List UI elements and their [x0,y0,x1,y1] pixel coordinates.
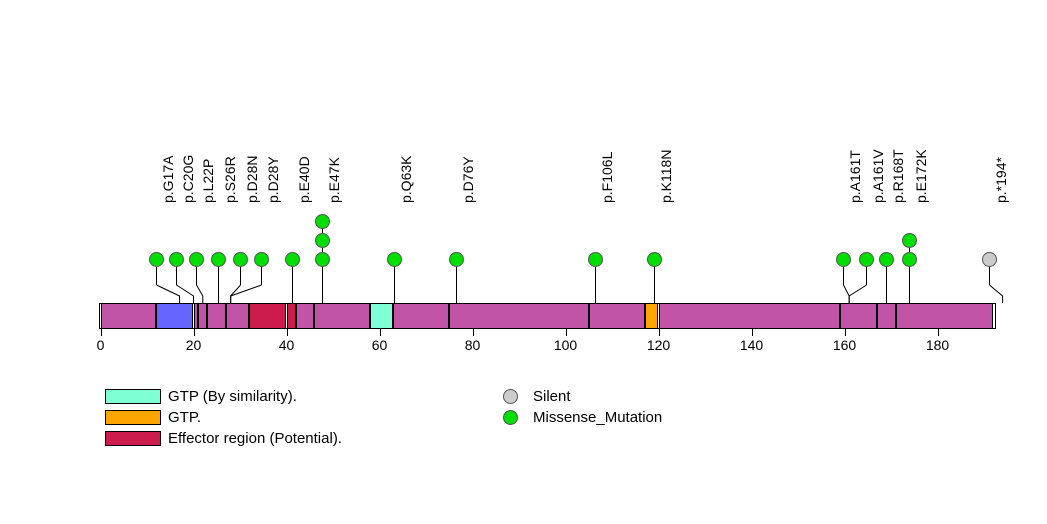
mutation-dot[interactable] [315,252,330,267]
mutation-dot[interactable] [902,233,917,248]
lollipop-stem [218,259,219,303]
legend-domain-swatch [105,389,161,404]
protein-segment [156,303,194,329]
axis-tick-label: 20 [185,337,202,353]
axis-tick [844,329,846,336]
legend-mutation-label: Silent [533,388,571,405]
axis-tick-label: 120 [646,337,671,353]
mutation-dot[interactable] [285,252,300,267]
lollipop-stem [989,259,990,285]
legend-mutation-label: Missense_Mutation [533,409,663,426]
lollipop-stem [156,259,157,285]
axis-tick [658,329,660,336]
lollipop-stem [394,259,395,303]
mutation-dot[interactable] [315,214,330,229]
axis-tick-label: 0 [96,337,105,353]
protein-segment [449,303,589,329]
axis-tick [193,329,195,336]
axis-tick [937,329,939,336]
mutation-dot[interactable] [982,252,997,267]
lollipop-stem [176,259,177,285]
lollipop-stem [654,259,655,303]
mutation-dot[interactable] [879,252,894,267]
legend-domain-swatch [105,410,161,425]
axis-tick [286,329,288,336]
axis-tick-label: 40 [278,337,295,353]
mutation-dot[interactable] [149,252,164,267]
lollipop-stem [866,259,867,285]
lollipop-stem [261,259,262,285]
mutation-dot[interactable] [449,252,464,267]
axis-tick-label: 160 [832,337,857,353]
legend-domain-label: Effector region (Potential). [168,430,342,447]
legend-mutation-dot [503,410,518,425]
mutation-dot[interactable] [169,252,184,267]
protein-segment [839,303,878,329]
protein-segment [393,303,450,329]
lollipop-stem [595,259,596,303]
legend-mutation-dot [503,389,518,404]
mutation-dot[interactable] [902,252,917,267]
axis-tick [100,329,102,336]
mutation-dot[interactable] [859,252,874,267]
mutation-dot[interactable] [836,252,851,267]
mutation-dot[interactable] [315,233,330,248]
axis-tick [751,329,753,336]
lollipop-stem [843,259,844,285]
mutation-dot[interactable] [588,252,603,267]
mutation-dot[interactable] [647,252,662,267]
mutation-dot[interactable] [189,252,204,267]
lollipop-stem [292,259,293,303]
lollipop-stem [909,240,910,303]
axis-tick-label: 100 [553,337,578,353]
mutation-dot[interactable] [387,252,402,267]
lollipop-stem [886,259,887,303]
axis-tick [565,329,567,336]
axis-tick-label: 140 [739,337,764,353]
mutation-label: p.*194* [993,157,1009,203]
mutation-dot[interactable] [233,252,248,267]
legend-domain-label: GTP (By similarity). [168,388,297,405]
axis-tick-label: 180 [925,337,950,353]
protein-bar [99,303,996,329]
axis-tick-label: 80 [464,337,481,353]
axis-tick-label: 60 [371,337,388,353]
lollipop-stem [196,259,197,285]
legend-domain-label: GTP. [168,409,202,426]
lollipop-stem [456,259,457,303]
mutation-dot[interactable] [211,252,226,267]
legend-domain-swatch [105,431,161,446]
lollipop-stem [240,259,241,285]
axis-tick [379,329,381,336]
axis-tick [472,329,474,336]
mutation-dot[interactable] [254,252,269,267]
